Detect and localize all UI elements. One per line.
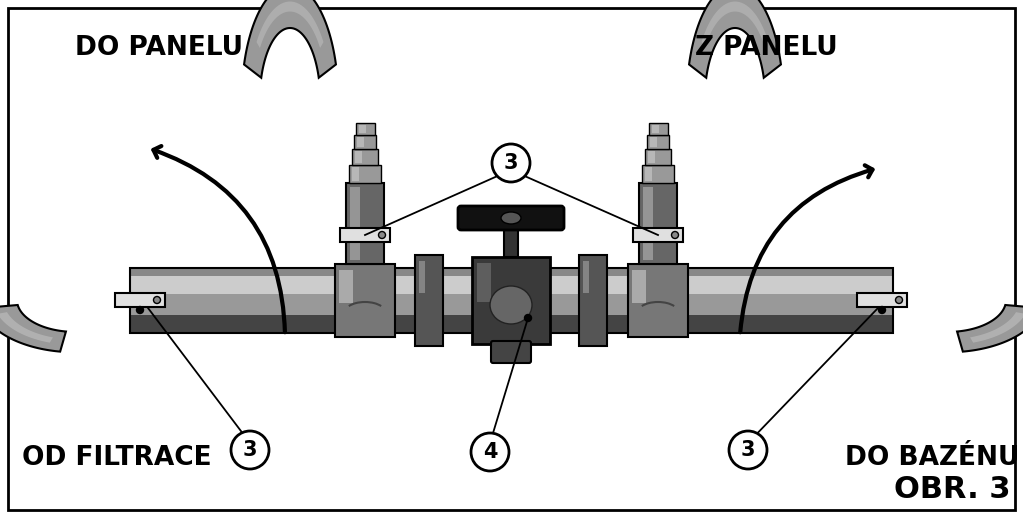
Text: Z PANELU: Z PANELU	[695, 35, 838, 61]
Bar	[857, 293, 907, 307]
Text: 3: 3	[741, 440, 755, 460]
Circle shape	[671, 232, 678, 238]
Polygon shape	[690, 0, 781, 78]
Polygon shape	[970, 312, 1023, 342]
Bar	[419, 261, 425, 293]
Bar	[652, 125, 659, 133]
Bar	[579, 255, 607, 346]
Bar	[340, 228, 390, 242]
Bar	[352, 167, 359, 181]
Polygon shape	[257, 2, 323, 48]
Polygon shape	[244, 0, 336, 78]
Bar	[633, 228, 683, 242]
Text: 4: 4	[483, 442, 497, 462]
Circle shape	[895, 296, 902, 304]
Circle shape	[379, 232, 386, 238]
Circle shape	[471, 433, 509, 471]
Bar	[130, 294, 893, 315]
Polygon shape	[0, 312, 53, 342]
FancyBboxPatch shape	[458, 206, 564, 230]
Bar	[647, 135, 669, 149]
FancyBboxPatch shape	[491, 341, 531, 363]
Circle shape	[153, 296, 161, 304]
Bar	[130, 315, 893, 333]
Bar	[339, 270, 353, 303]
Bar	[628, 264, 688, 337]
Bar	[115, 293, 165, 307]
Bar	[349, 165, 381, 183]
Circle shape	[525, 314, 532, 322]
Bar	[504, 227, 518, 257]
Text: DO BAZÉNU: DO BAZÉNU	[845, 445, 1019, 471]
Ellipse shape	[501, 212, 521, 224]
Bar	[354, 135, 376, 149]
Circle shape	[231, 431, 269, 469]
Circle shape	[879, 307, 886, 313]
Polygon shape	[0, 305, 65, 352]
Bar	[644, 149, 671, 165]
Bar	[650, 137, 657, 147]
Bar	[355, 151, 362, 163]
Bar	[352, 149, 379, 165]
Bar	[335, 264, 395, 337]
Bar	[350, 187, 360, 260]
Bar	[643, 187, 653, 260]
Bar	[346, 183, 384, 264]
Text: OD FILTRACE: OD FILTRACE	[23, 445, 212, 471]
Circle shape	[136, 307, 143, 313]
Text: OBR. 3: OBR. 3	[893, 476, 1010, 505]
Text: DO PANELU: DO PANELU	[75, 35, 243, 61]
Text: 3: 3	[503, 153, 519, 173]
Bar	[359, 125, 366, 133]
Bar	[477, 263, 491, 302]
Bar	[415, 255, 443, 346]
Bar	[648, 151, 655, 163]
Bar	[639, 183, 677, 264]
Circle shape	[729, 431, 767, 469]
Bar	[583, 261, 589, 293]
Bar	[130, 276, 893, 294]
Bar	[472, 257, 550, 344]
Bar	[644, 167, 652, 181]
Ellipse shape	[490, 286, 532, 324]
Bar	[357, 137, 364, 147]
Bar	[632, 270, 646, 303]
Bar	[130, 268, 893, 333]
Bar	[130, 268, 893, 333]
Text: 3: 3	[242, 440, 257, 460]
Polygon shape	[702, 2, 768, 48]
Bar	[649, 123, 668, 135]
Polygon shape	[958, 305, 1023, 352]
Bar	[356, 123, 375, 135]
Bar	[642, 165, 674, 183]
Circle shape	[492, 144, 530, 182]
